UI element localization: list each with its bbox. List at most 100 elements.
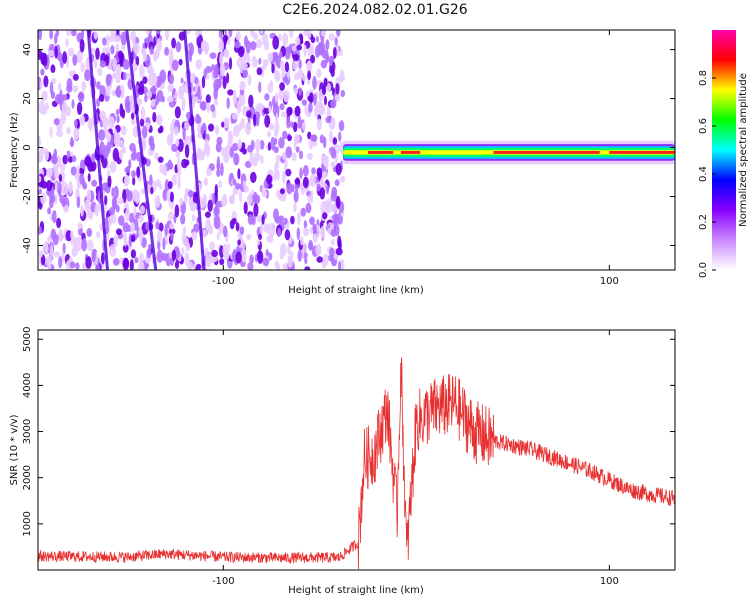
- colorbar-gradient: [712, 30, 736, 270]
- noise-cell: [308, 239, 313, 251]
- noise-cell: [78, 91, 85, 103]
- noise-cell: [167, 159, 173, 170]
- noise-cell: [237, 139, 243, 150]
- noise-cell: [184, 252, 190, 266]
- noise-cell: [56, 217, 62, 229]
- noise-cell: [43, 75, 49, 88]
- noise-cell: [156, 249, 163, 263]
- noise-cell: [130, 234, 136, 243]
- noise-cell: [231, 217, 237, 225]
- noise-cell: [322, 171, 328, 179]
- noise-cell: [220, 162, 224, 177]
- noise-cell: [205, 144, 210, 158]
- noise-cell: [238, 123, 242, 132]
- noise-cell: [151, 85, 156, 95]
- noise-cell: [61, 182, 69, 196]
- noise-cell: [301, 99, 307, 106]
- noise-cell: [259, 103, 264, 110]
- noise-cell: [161, 95, 166, 103]
- noise-cell: [270, 136, 276, 151]
- noise-cell: [49, 81, 54, 95]
- noise-cell: [278, 215, 285, 222]
- noise-cell: [132, 147, 137, 161]
- noise-cell: [170, 122, 174, 136]
- noise-cell: [286, 182, 293, 195]
- noise-cell: [261, 33, 269, 46]
- spectrogram-x-ticks: -100 100: [212, 30, 619, 287]
- noise-cell: [66, 150, 71, 158]
- noise-cell: [260, 155, 264, 164]
- noise-cell: [235, 222, 240, 232]
- noise-cell: [201, 75, 206, 89]
- noise-cell: [259, 139, 265, 150]
- noise-cell: [139, 205, 146, 215]
- noise-cell: [296, 44, 302, 51]
- noise-cell: [98, 94, 105, 102]
- noise-cell: [121, 108, 126, 119]
- noise-cell: [148, 243, 153, 250]
- noise-cell: [329, 247, 335, 257]
- noise-cell: [253, 191, 258, 204]
- noise-cell: [195, 263, 203, 270]
- noise-cell: [283, 90, 290, 103]
- noise-cell: [285, 168, 292, 177]
- noise-cell: [279, 188, 285, 195]
- noise-cell: [87, 173, 91, 182]
- noise-cell: [206, 102, 211, 113]
- noise-cell: [102, 37, 107, 46]
- noise-cell: [131, 170, 136, 178]
- noise-cell: [207, 168, 212, 177]
- snr-y-axis-label: SNR (10 * v/v): [9, 414, 20, 485]
- noise-cell: [256, 67, 263, 76]
- noise-cell: [310, 134, 317, 142]
- noise-cell: [271, 63, 275, 74]
- noise-cell: [168, 228, 176, 235]
- noise-cell: [253, 202, 259, 217]
- noise-cell: [86, 239, 94, 252]
- noise-cell: [205, 253, 212, 268]
- noise-cell: [120, 31, 128, 46]
- noise-cell: [252, 32, 258, 41]
- noise-cell: [267, 141, 272, 151]
- noise-cell: [96, 81, 101, 90]
- noise-cell: [62, 242, 66, 255]
- noise-cell: [322, 212, 328, 220]
- noise-cell: [306, 152, 313, 161]
- noise-cell: [291, 152, 297, 162]
- noise-cell: [216, 232, 220, 241]
- noise-cell: [216, 156, 221, 170]
- noise-cell: [243, 185, 250, 193]
- noise-cell: [202, 193, 208, 206]
- y-tick-label: -20: [22, 188, 33, 204]
- noise-cell: [313, 93, 317, 106]
- noise-cell: [115, 88, 122, 97]
- noise-cell: [244, 122, 252, 136]
- noise-cell: [292, 121, 298, 133]
- noise-cell: [320, 59, 328, 69]
- noise-cell: [205, 94, 211, 104]
- noise-cell: [327, 198, 332, 206]
- noise-cell: [302, 121, 306, 131]
- noise-cell: [274, 92, 279, 103]
- noise-cell: [274, 70, 281, 82]
- noise-cell: [134, 257, 139, 264]
- noise-cell: [302, 165, 309, 177]
- noise-cell: [219, 258, 225, 266]
- noise-cell: [318, 101, 324, 115]
- noise-cell: [218, 39, 225, 53]
- noise-cell: [76, 49, 83, 64]
- noise-cell: [266, 174, 273, 185]
- noise-cell: [139, 118, 145, 127]
- noise-cell: [243, 201, 248, 215]
- noise-cell: [257, 250, 264, 264]
- noise-cell: [132, 34, 136, 47]
- noise-cell: [57, 94, 64, 106]
- page-title: C2E6.2024.082.02.01.G26: [282, 2, 468, 18]
- noise-cell: [85, 256, 92, 269]
- noise-cell: [228, 30, 233, 38]
- spectrogram-y-axis-label: Frequency (Hz): [9, 112, 20, 188]
- noise-cell: [122, 59, 130, 70]
- noise-cell: [106, 46, 111, 54]
- noise-cell: [241, 61, 248, 71]
- noise-cell: [128, 212, 135, 224]
